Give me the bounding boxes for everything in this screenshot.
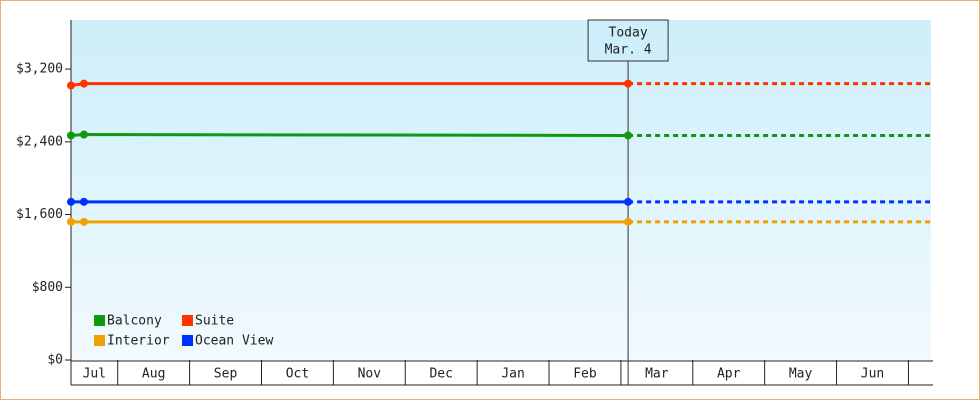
legend-swatch bbox=[182, 315, 193, 326]
x-tick-label: Mar bbox=[645, 367, 669, 382]
data-point bbox=[67, 81, 75, 90]
x-tick-label: Feb bbox=[573, 367, 597, 382]
x-tick-label: Aug bbox=[142, 367, 165, 382]
legend-label: Ocean View bbox=[195, 334, 273, 349]
x-tick-label: Apr bbox=[717, 367, 741, 382]
data-point bbox=[79, 79, 88, 88]
legend-label: Suite bbox=[195, 314, 234, 329]
plot-area bbox=[71, 20, 931, 360]
data-point bbox=[67, 197, 75, 206]
legend-swatch bbox=[94, 315, 105, 326]
y-tick-label: $0 bbox=[47, 353, 63, 368]
data-point bbox=[624, 79, 633, 88]
data-point bbox=[79, 130, 88, 139]
x-tick-label: Nov bbox=[358, 367, 382, 382]
y-tick-label: $1,600 bbox=[16, 207, 63, 222]
x-tick-label: Jul bbox=[83, 367, 106, 382]
legend-label: Balcony bbox=[107, 314, 162, 329]
series-line bbox=[70, 133, 629, 137]
x-tick-label: Sep bbox=[214, 367, 238, 382]
x-tick-label: Oct bbox=[286, 367, 309, 382]
x-tick-label: May bbox=[789, 367, 813, 382]
data-point bbox=[624, 217, 633, 226]
today-label: Mar. 4 bbox=[605, 43, 652, 58]
data-point bbox=[624, 197, 633, 206]
x-tick-label: Jan bbox=[501, 367, 524, 382]
data-point bbox=[67, 217, 75, 226]
data-point bbox=[79, 217, 88, 226]
data-point bbox=[624, 131, 633, 140]
x-tick-label: Dec bbox=[429, 367, 452, 382]
y-tick-label: $3,200 bbox=[16, 62, 63, 77]
legend-label: Interior bbox=[107, 334, 170, 349]
data-point bbox=[67, 131, 75, 140]
y-tick-label: $800 bbox=[32, 280, 63, 295]
x-tick-label: Jun bbox=[861, 367, 884, 382]
legend-swatch bbox=[94, 335, 105, 346]
today-box bbox=[587, 19, 669, 62]
y-tick-label: $2,400 bbox=[16, 134, 63, 149]
data-point bbox=[79, 197, 88, 206]
legend-swatch bbox=[182, 335, 193, 346]
today-label: Today bbox=[609, 26, 648, 41]
